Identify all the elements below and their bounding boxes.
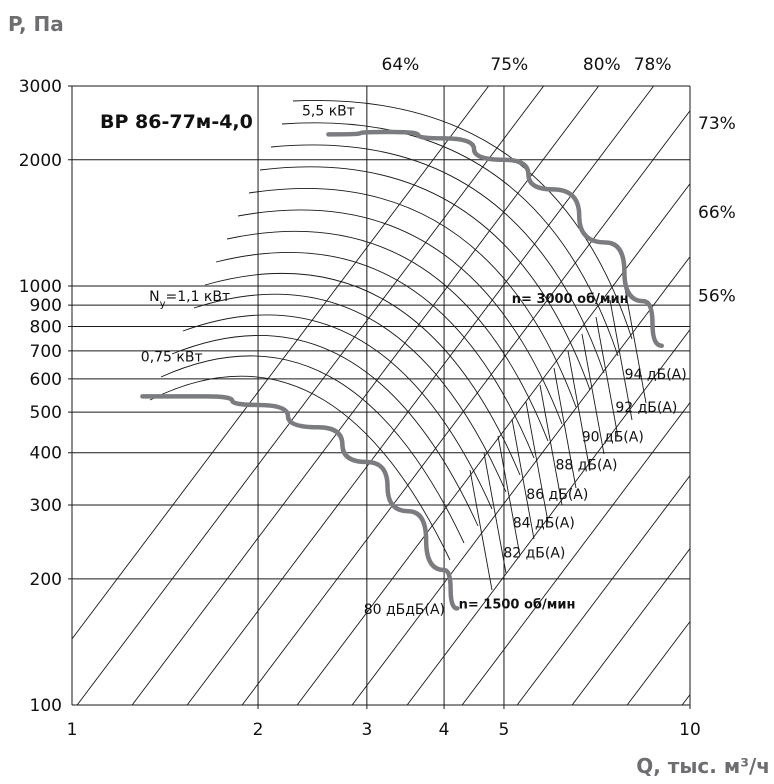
- power-label: 0,75 кВт: [141, 350, 203, 366]
- efficiency-line: [296, 182, 690, 705]
- y-tick-label: 400: [30, 444, 62, 464]
- power-curve: [259, 166, 591, 391]
- y-tick-label: 1000: [19, 277, 62, 297]
- efficiency-line: [406, 328, 690, 705]
- noise-line: [511, 418, 535, 540]
- noise-line: [553, 367, 577, 489]
- fan-curve-3000: [326, 129, 664, 348]
- y-tick-label: 600: [30, 370, 62, 390]
- noise-line: [581, 333, 605, 455]
- noise-label: 82 дБ(А): [503, 545, 565, 561]
- noise-line: [469, 469, 493, 591]
- efficiency-line: [72, 86, 490, 640]
- x-tick-label: 5: [499, 720, 510, 740]
- noise-label: 86 дБ(А): [526, 487, 588, 503]
- efficiency-line: [186, 86, 655, 705]
- chart-title: ВР 86-77м-4,0: [100, 111, 253, 133]
- power-curve: [292, 100, 633, 340]
- efficiency-label: 66%: [698, 203, 736, 223]
- noise-line: [525, 401, 549, 523]
- power-curve: [160, 355, 465, 544]
- noise-label: 80 дБдБ(А): [364, 602, 445, 618]
- efficiency-line: [76, 86, 545, 705]
- efficiency-label: 64%: [382, 55, 420, 75]
- efficiency-label: 75%: [490, 55, 528, 75]
- power-curve: [182, 314, 493, 510]
- noise-line: [595, 316, 619, 438]
- efficiency-label: 56%: [698, 286, 736, 306]
- noise-label: 92 дБ(А): [615, 400, 677, 416]
- y-tick-label: 800: [30, 318, 62, 338]
- power-curve: [226, 230, 549, 442]
- noise-line: [567, 350, 591, 472]
- noise-line: [483, 452, 507, 574]
- power-curve: [281, 122, 619, 357]
- y-tick-label: 100: [30, 696, 62, 716]
- power-curve: [204, 272, 521, 476]
- y-tick-label: 3000: [19, 77, 62, 97]
- y-tick-label: 700: [30, 342, 62, 362]
- efficiency-line: [241, 109, 690, 705]
- power-curve: [270, 144, 605, 374]
- efficiency-line: [516, 474, 690, 705]
- efficiency-line: [461, 401, 690, 705]
- noise-line: [497, 435, 521, 557]
- efficiency-label: 80%: [583, 55, 621, 75]
- noise-line: [609, 299, 633, 421]
- y-tick-label: 300: [30, 496, 62, 516]
- efficiency-label: 73%: [698, 114, 736, 134]
- y-tick-label: 500: [30, 403, 62, 423]
- efficiency-label: 78%: [634, 55, 672, 75]
- efficiency-line: [626, 620, 690, 705]
- speed-label: n= 1500 об/мин: [459, 597, 576, 612]
- fan-curve-1500: [140, 394, 460, 611]
- noise-label: 84 дБ(А): [513, 516, 575, 532]
- x-axis-label: Q, тыс. м³/ч: [636, 754, 770, 778]
- x-tick-label: 1: [67, 720, 78, 740]
- noise-line: [539, 384, 563, 506]
- noise-line: [623, 282, 647, 404]
- y-tick-label: 900: [30, 296, 62, 316]
- power-curve: [171, 335, 479, 527]
- power-label-ny: Nу=1,1 кВт: [149, 289, 230, 310]
- efficiency-line: [571, 547, 690, 705]
- power-curve: [215, 251, 535, 459]
- noise-label: 90 дБ(А): [582, 430, 644, 446]
- noise-label: 88 дБ(А): [555, 457, 617, 473]
- power-curve: [237, 209, 563, 425]
- efficiency-line: [351, 255, 690, 705]
- power-curve: [149, 375, 451, 561]
- power-label: 5,5 кВт: [302, 104, 355, 120]
- x-tick-label: 2: [253, 720, 264, 740]
- y-tick-label: 2000: [19, 151, 62, 171]
- y-tick-label: 200: [30, 570, 62, 590]
- x-tick-label: 3: [361, 720, 372, 740]
- power-curve: [193, 293, 507, 493]
- efficiency-line: [131, 86, 600, 705]
- power-curve: [248, 188, 577, 408]
- x-tick-label: 10: [679, 720, 701, 740]
- x-tick-label: 4: [439, 720, 450, 740]
- noise-label: 94 дБ(А): [625, 367, 687, 383]
- speed-label: n= 3000 об/мин: [512, 292, 629, 307]
- y-axis-label: P, Па: [8, 12, 64, 36]
